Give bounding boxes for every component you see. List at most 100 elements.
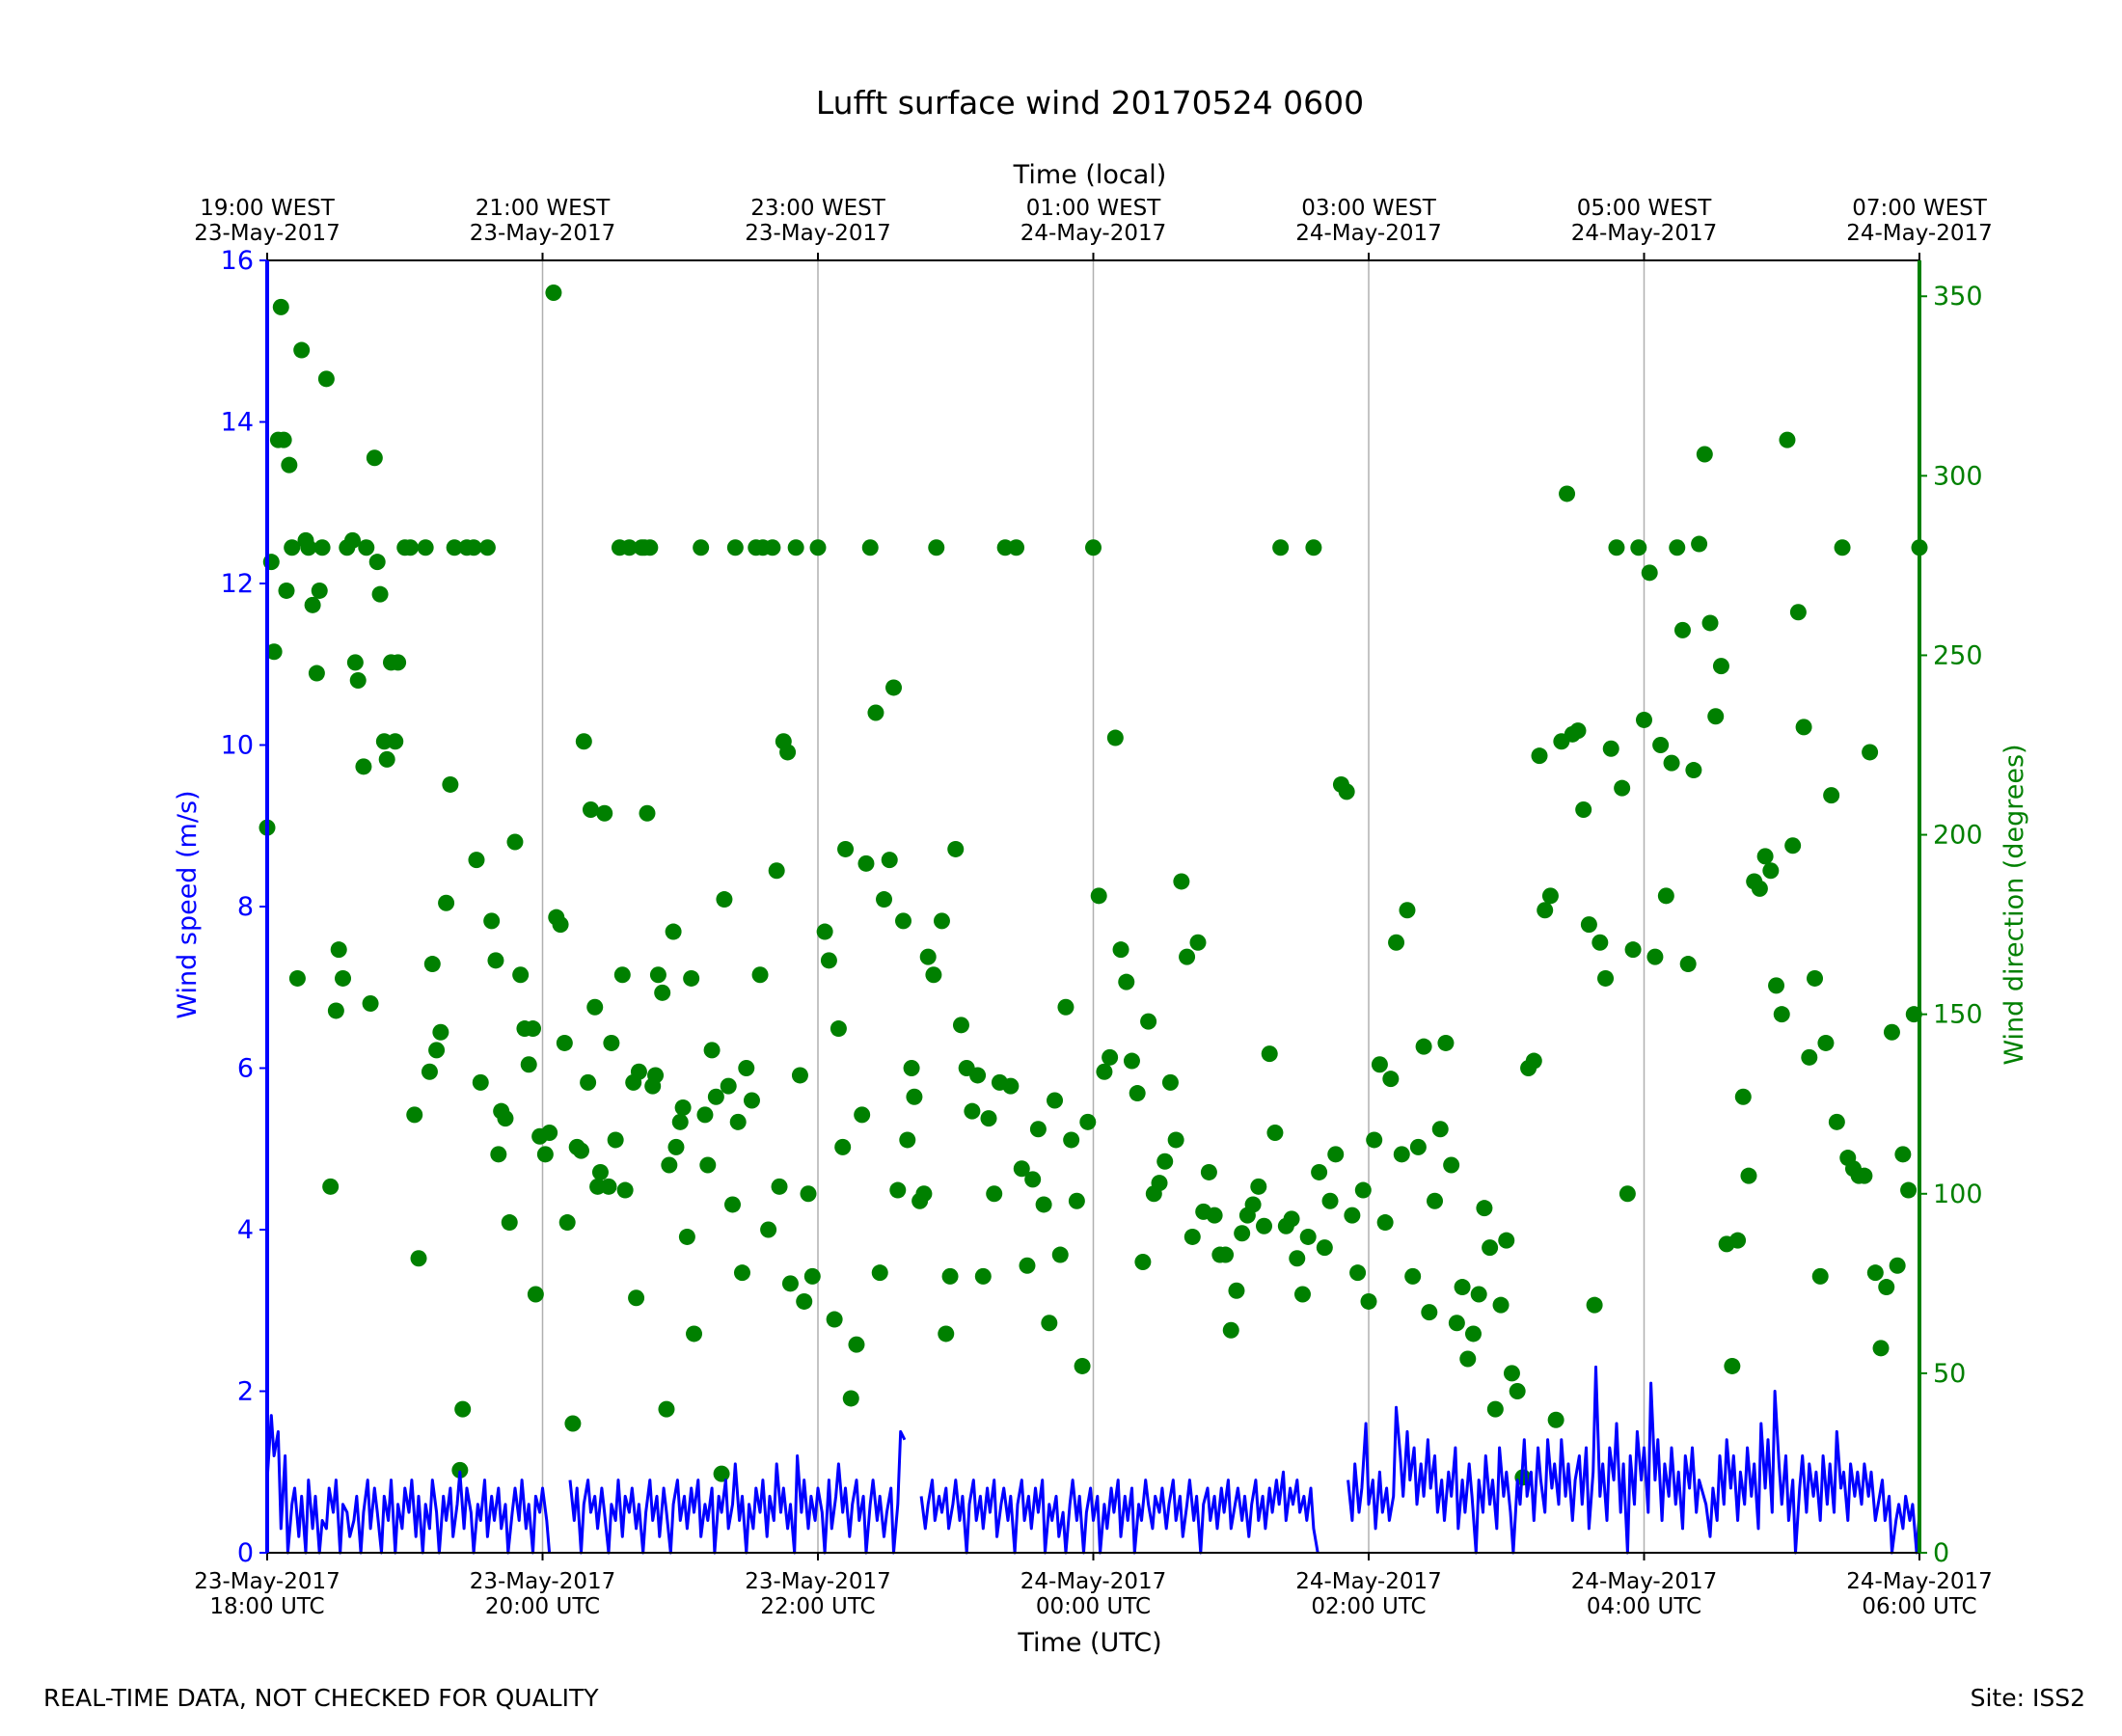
direction-point bbox=[809, 539, 827, 556]
direction-point bbox=[438, 894, 455, 911]
direction-point bbox=[1421, 1304, 1438, 1321]
direction-point bbox=[941, 1267, 959, 1285]
bottom-tick-date: 24-May-2017 bbox=[1846, 1569, 1993, 1594]
direction-point bbox=[1862, 744, 1879, 761]
top-tick-time: 05:00 WEST bbox=[1577, 196, 1712, 221]
direction-point bbox=[1443, 1156, 1460, 1174]
direction-point bbox=[830, 1020, 847, 1038]
direction-point bbox=[816, 923, 833, 940]
chart-title: Lufft surface wind 20170524 0600 bbox=[816, 84, 1364, 122]
direction-point bbox=[1762, 862, 1780, 880]
direction-point bbox=[349, 672, 367, 689]
direction-point bbox=[1250, 1178, 1267, 1195]
direction-point bbox=[293, 341, 311, 359]
direction-point bbox=[1866, 1264, 1884, 1282]
direction-point bbox=[1652, 737, 1670, 753]
direction-point bbox=[933, 912, 950, 930]
direction-point bbox=[1696, 446, 1713, 463]
bottom-tick-time: 06:00 UTC bbox=[1862, 1594, 1976, 1619]
bottom-tick-time: 02:00 UTC bbox=[1311, 1594, 1426, 1619]
direction-point bbox=[423, 956, 441, 973]
direction-point bbox=[541, 1125, 558, 1141]
direction-point bbox=[600, 1178, 617, 1195]
bottom-tick-time: 00:00 UTC bbox=[1036, 1594, 1151, 1619]
direction-point bbox=[1024, 1171, 1042, 1188]
direction-point bbox=[1470, 1286, 1487, 1303]
direction-point bbox=[723, 1196, 741, 1213]
top-tick-time: 23:00 WEST bbox=[750, 196, 885, 221]
direction-point bbox=[654, 984, 671, 1001]
direction-point bbox=[1740, 1167, 1757, 1184]
direction-point bbox=[1685, 762, 1702, 779]
direction-point bbox=[1179, 948, 1196, 965]
right-tick-label: 350 bbox=[1933, 282, 1983, 312]
direction-point bbox=[1691, 535, 1708, 553]
direction-point bbox=[1883, 1023, 1900, 1041]
direction-point bbox=[1371, 1056, 1388, 1073]
direction-point bbox=[1448, 1315, 1465, 1332]
direction-point bbox=[791, 1067, 808, 1084]
speed-line bbox=[1347, 1365, 1921, 1555]
top-tick-time: 03:00 WEST bbox=[1301, 196, 1436, 221]
bottom-tick-date: 24-May-2017 bbox=[1020, 1569, 1167, 1594]
direction-point bbox=[743, 1092, 760, 1109]
direction-point bbox=[674, 1099, 692, 1116]
direction-point bbox=[1525, 1052, 1542, 1070]
direction-point bbox=[716, 891, 733, 909]
grid-lines bbox=[541, 260, 1646, 1553]
direction-point bbox=[1013, 1160, 1030, 1178]
direction-point bbox=[1327, 1146, 1345, 1163]
direction-point bbox=[974, 1267, 992, 1285]
direction-point bbox=[564, 1415, 582, 1432]
direction-point bbox=[284, 539, 301, 556]
direction-point bbox=[1041, 1315, 1058, 1332]
bottom-tick-date: 24-May-2017 bbox=[1295, 1569, 1442, 1594]
direction-point bbox=[781, 1275, 799, 1292]
direction-point bbox=[410, 1250, 427, 1267]
direction-point bbox=[1344, 1207, 1361, 1224]
direction-point bbox=[1724, 1357, 1741, 1374]
direction-point bbox=[876, 891, 893, 909]
direction-point bbox=[362, 995, 379, 1012]
direction-point bbox=[649, 966, 667, 984]
direction-point bbox=[536, 1146, 554, 1163]
direction-point bbox=[1360, 1292, 1377, 1310]
direction-point bbox=[1404, 1267, 1422, 1285]
right-tick-label: 250 bbox=[1933, 640, 1983, 670]
direction-point bbox=[288, 969, 306, 987]
direction-point bbox=[1817, 1034, 1835, 1051]
direction-point bbox=[1002, 1077, 1020, 1095]
direction-point bbox=[1102, 1048, 1119, 1066]
direction-point bbox=[1272, 539, 1290, 556]
direction-point bbox=[378, 750, 395, 768]
left-tick-label: 6 bbox=[237, 1054, 254, 1084]
direction-point bbox=[1106, 729, 1124, 746]
direction-point bbox=[928, 539, 945, 556]
left-axis-label: Wind speed (m/s) bbox=[173, 790, 203, 1018]
top-tick-date: 23-May-2017 bbox=[745, 221, 891, 246]
left-tick-label: 8 bbox=[237, 892, 254, 922]
direction-point bbox=[311, 582, 328, 599]
direction-point bbox=[1597, 969, 1615, 987]
direction-point bbox=[915, 1185, 933, 1203]
direction-point bbox=[1035, 1196, 1052, 1213]
direction-point bbox=[401, 539, 419, 556]
direction-point bbox=[580, 1073, 597, 1091]
direction-point bbox=[1338, 783, 1355, 800]
direction-point bbox=[1602, 740, 1619, 757]
direction-point bbox=[1090, 887, 1107, 905]
direction-point bbox=[1900, 1181, 1918, 1199]
direction-point bbox=[1834, 539, 1851, 556]
direction-point bbox=[1366, 1131, 1383, 1149]
direction-point bbox=[487, 952, 504, 969]
direction-point bbox=[1222, 1321, 1239, 1339]
direction-point bbox=[1156, 1153, 1174, 1170]
direction-point bbox=[421, 1063, 438, 1080]
direction-point bbox=[1079, 1113, 1097, 1130]
direction-point bbox=[760, 1221, 777, 1238]
direction-point bbox=[1427, 1192, 1444, 1209]
direction-point bbox=[1889, 1257, 1906, 1274]
speed-line bbox=[919, 1470, 1319, 1555]
direction-point bbox=[1266, 1125, 1284, 1141]
